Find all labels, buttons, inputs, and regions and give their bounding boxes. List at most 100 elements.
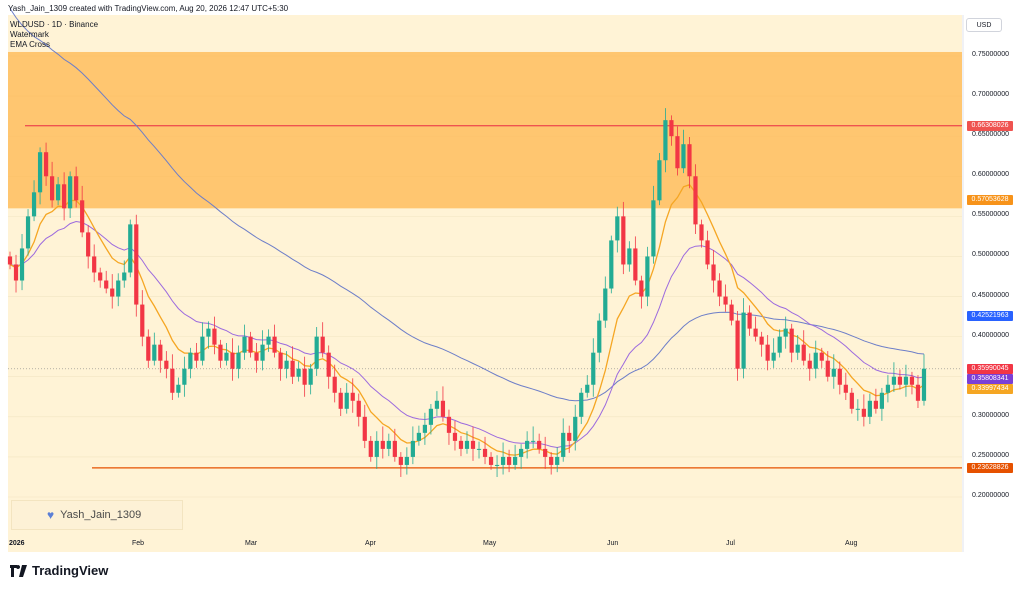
- candle: [314, 336, 319, 369]
- candle: [218, 344, 223, 361]
- x-tick-label: Mar: [245, 540, 258, 547]
- candle: [783, 328, 788, 337]
- candle: [146, 336, 151, 361]
- candle: [813, 352, 818, 369]
- candle: [579, 392, 584, 417]
- candle: [651, 200, 656, 257]
- candle: [759, 336, 764, 345]
- candle: [717, 280, 722, 297]
- candle: [230, 352, 235, 369]
- candle: [31, 192, 37, 217]
- candle: [777, 336, 782, 353]
- candle: [86, 232, 91, 257]
- candle: [62, 184, 67, 209]
- candle: [248, 336, 253, 353]
- candle: [855, 408, 860, 410]
- candle: [362, 416, 367, 441]
- candle: [260, 344, 265, 361]
- candle: [801, 344, 806, 361]
- candle: [25, 216, 31, 249]
- candle: [296, 368, 301, 377]
- candle: [627, 248, 632, 265]
- candle: [921, 368, 927, 401]
- candle: [675, 136, 680, 169]
- candle: [723, 296, 728, 305]
- candle: [416, 432, 421, 441]
- candle: [446, 416, 452, 433]
- candle: [452, 432, 458, 441]
- candle: [398, 456, 403, 465]
- price-label: 0.42521963: [967, 311, 1013, 322]
- candle: [43, 152, 49, 177]
- y-tick-label: 0.20000000: [972, 492, 1009, 499]
- candle: [879, 392, 884, 409]
- tradingview-logo[interactable]: TradingView: [10, 563, 108, 578]
- candle: [687, 144, 692, 177]
- legend-ema-cross[interactable]: EMA Cross: [10, 40, 51, 49]
- candle: [693, 176, 698, 225]
- ema-slow-line: [9, 220, 925, 449]
- candle: [849, 392, 854, 409]
- candle: [320, 336, 325, 353]
- candle: [302, 368, 307, 385]
- candle: [164, 360, 169, 369]
- candle: [182, 368, 187, 385]
- candle: [753, 328, 758, 337]
- x-tick-label: Jun: [607, 540, 619, 547]
- candle: [657, 160, 662, 201]
- candle: [80, 200, 85, 233]
- x-tick-label: Jul: [726, 540, 735, 547]
- candle: [134, 224, 139, 305]
- tradingview-mark-icon: [10, 564, 27, 577]
- tradingview-wordmark: TradingView: [32, 563, 109, 578]
- heart-icon: ♥: [47, 508, 55, 522]
- candle: [206, 328, 211, 337]
- candle: [500, 456, 506, 465]
- candle: [639, 280, 644, 297]
- candle: [837, 368, 842, 385]
- candle: [488, 456, 494, 465]
- candle: [272, 336, 277, 353]
- candle: [681, 144, 686, 169]
- x-tick-label: May: [483, 540, 497, 547]
- candle: [188, 352, 193, 369]
- candle: [891, 376, 897, 385]
- candle: [741, 312, 746, 369]
- currency-button[interactable]: USD: [966, 18, 1002, 32]
- candle: [897, 376, 903, 385]
- candle: [506, 456, 512, 465]
- candle: [170, 368, 175, 393]
- candle: [585, 384, 590, 393]
- candle: [555, 456, 560, 465]
- candle: [374, 440, 379, 457]
- legend-watermark[interactable]: Watermark: [10, 30, 49, 39]
- legend-symbol[interactable]: WLDUSD · 1D · Binance: [10, 20, 99, 29]
- y-tick-label: 0.50000000: [972, 251, 1009, 259]
- candle: [19, 248, 25, 281]
- candle: [56, 184, 61, 201]
- candle: [386, 440, 391, 449]
- candle: [735, 320, 740, 369]
- candle: [609, 240, 614, 289]
- price-label: 0.66308026: [967, 120, 1013, 131]
- candle: [549, 456, 554, 465]
- candle: [122, 272, 127, 281]
- candle: [633, 248, 638, 281]
- candle: [909, 376, 915, 385]
- candle: [422, 424, 428, 433]
- candle: [254, 352, 259, 361]
- candle: [110, 288, 115, 297]
- candle: [861, 408, 866, 417]
- watermark-text: Yash_Jain_1309: [60, 509, 142, 521]
- candle: [458, 440, 464, 449]
- candle: [663, 120, 668, 161]
- candle: [512, 456, 518, 465]
- x-tick-label: Apr: [365, 540, 376, 547]
- candle: [561, 432, 566, 457]
- candle: [176, 384, 181, 393]
- candle: [765, 344, 770, 361]
- x-tick-label: 2026: [9, 540, 25, 547]
- candle: [104, 280, 109, 289]
- price-label: 0.23628826: [967, 462, 1013, 473]
